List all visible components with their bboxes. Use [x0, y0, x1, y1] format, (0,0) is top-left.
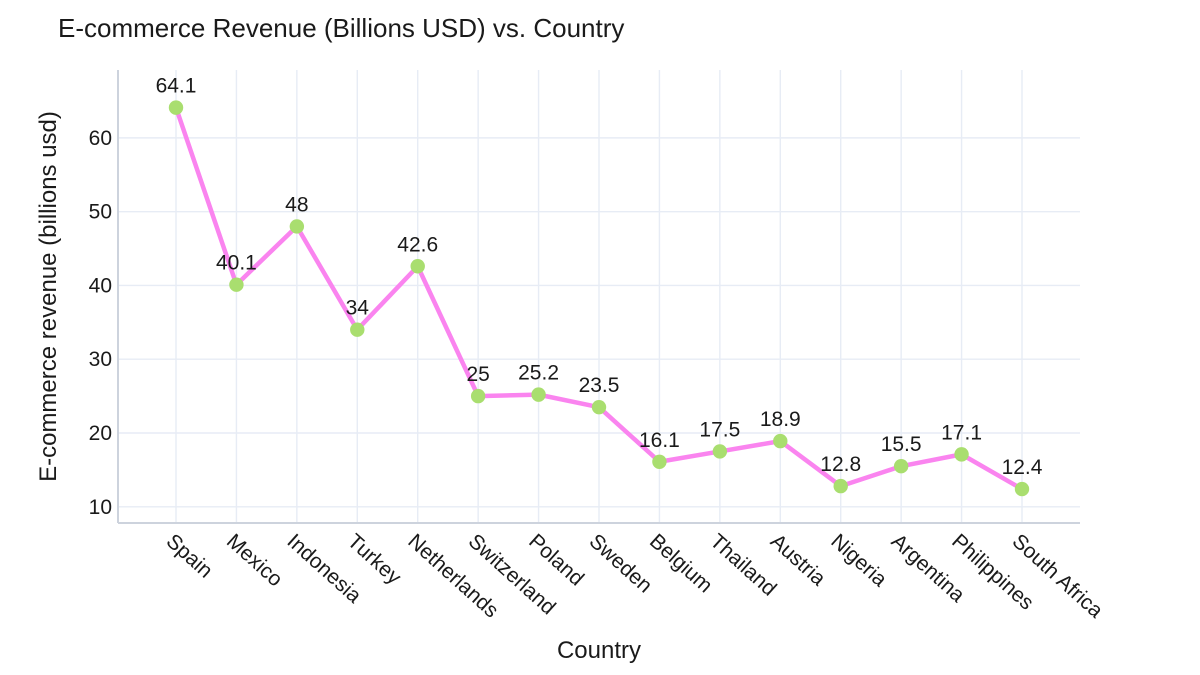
y-tick-label: 20	[89, 422, 112, 445]
data-point-marker	[773, 433, 788, 449]
data-point-label: 17.1	[941, 421, 982, 444]
y-tick-label: 60	[89, 127, 112, 150]
x-tick-label: Nigeria	[826, 530, 891, 592]
data-point-marker	[350, 322, 365, 337]
data-point-marker	[229, 277, 244, 292]
data-point-marker	[833, 478, 848, 494]
data-point-label: 16.1	[639, 429, 680, 452]
data-point-marker	[893, 458, 909, 474]
data-point-label: 40.1	[216, 252, 257, 275]
y-tick-label: 10	[89, 496, 112, 519]
data-point-marker	[1014, 481, 1030, 497]
y-tick-label: 40	[89, 274, 112, 297]
data-point-marker	[712, 444, 728, 459]
data-point-label: 12.4	[1002, 456, 1043, 479]
data-point-label: 64.1	[156, 75, 197, 98]
x-axis-title: Country	[557, 637, 641, 664]
data-point-label: 42.6	[397, 233, 438, 256]
y-axis-title: E-commerce revenue (billions usd)	[35, 111, 62, 482]
data-point-marker	[591, 399, 607, 415]
data-point-label: 34	[346, 297, 370, 320]
data-point-marker	[954, 447, 969, 462]
data-point-label: 25.2	[518, 362, 559, 385]
y-tick-label: 30	[89, 348, 112, 371]
data-point-label: 18.9	[760, 408, 801, 431]
chart-title: E-commerce Revenue (Billions USD) vs. Co…	[58, 13, 625, 43]
data-point-label: 17.5	[699, 418, 740, 441]
x-tick-label: Thailand	[706, 530, 781, 601]
x-tick-label: Sweden	[585, 530, 657, 598]
data-point-label: 25	[466, 363, 489, 386]
x-tick-label: Belgium	[645, 530, 717, 598]
data-point-label: 23.5	[579, 374, 620, 397]
data-point-marker	[652, 454, 667, 469]
x-tick-label: Spain	[162, 530, 217, 583]
data-point-marker	[168, 100, 184, 115]
x-tick-label: Mexico	[222, 530, 287, 592]
data-point-marker	[531, 387, 546, 402]
data-point-marker	[289, 219, 305, 234]
data-point-label: 48	[285, 193, 308, 216]
data-point-marker	[470, 388, 486, 404]
data-point-label: 12.8	[820, 453, 861, 476]
data-point-label: 15.5	[881, 433, 922, 456]
data-point-marker	[410, 259, 425, 274]
y-tick-label: 50	[89, 201, 112, 224]
